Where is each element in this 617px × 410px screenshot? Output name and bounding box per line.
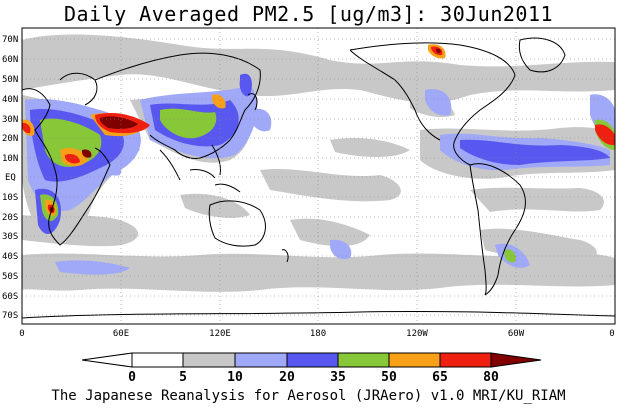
coastlines bbox=[22, 37, 615, 319]
colorbar-label: 20 bbox=[279, 370, 295, 385]
colorbar-swatch bbox=[182, 352, 236, 368]
colorbar-swatch bbox=[234, 352, 288, 368]
map-title: Daily Averaged PM2.5 [ug/m3]: 30Jun2011 bbox=[63, 2, 554, 26]
map-frame bbox=[21, 27, 616, 325]
lat-tick-label: 20N bbox=[2, 134, 18, 144]
lat-tick-label: 70N bbox=[2, 35, 18, 45]
lat-tick-label: 10N bbox=[2, 154, 18, 164]
lon-tick-label: 0 bbox=[609, 329, 614, 339]
lat-tick-label: 40S bbox=[2, 252, 18, 262]
lon-tick-labels: 0 60E 120E 180 120W 60W 0 bbox=[19, 329, 614, 339]
concentration-field bbox=[22, 28, 615, 324]
lon-tick-label: 120W bbox=[406, 329, 428, 339]
lat-tick-label: 30N bbox=[2, 115, 18, 125]
colorbar-swatch bbox=[388, 352, 441, 368]
colorbar-label: 65 bbox=[432, 370, 448, 385]
colorbar-swatch bbox=[131, 352, 184, 368]
footer-credit: The Japanese Reanalysis for Aerosol (JRA… bbox=[51, 388, 566, 404]
lat-tick-label: 70S bbox=[2, 311, 18, 321]
colorbar: 0 5 10 20 35 50 65 80 bbox=[81, 352, 542, 385]
colorbar-label: 80 bbox=[483, 370, 499, 385]
lon-tick-label: 180 bbox=[310, 329, 326, 339]
lon-tick-label: 60W bbox=[508, 329, 525, 339]
lat-tick-label: 40N bbox=[2, 95, 18, 105]
lat-tick-label: 10S bbox=[2, 193, 18, 203]
colorbar-label: 5 bbox=[179, 370, 187, 385]
lat-tick-label: EQ bbox=[5, 173, 16, 183]
lat-tick-label: 20S bbox=[2, 213, 18, 223]
colorbar-label: 35 bbox=[330, 370, 346, 385]
lat-tick-label: 30S bbox=[2, 232, 18, 242]
lat-tick-label: 60N bbox=[2, 55, 18, 65]
lon-tick-label: 0 bbox=[19, 329, 24, 339]
colorbar-swatch bbox=[286, 352, 339, 368]
colorbar-swatch bbox=[337, 352, 390, 368]
lat-tick-label: 60S bbox=[2, 292, 18, 302]
colorbar-swatch bbox=[439, 352, 492, 368]
colorbar-swatch bbox=[490, 352, 542, 368]
graticule bbox=[22, 28, 615, 324]
lat-tick-label: 50N bbox=[2, 75, 18, 85]
lat-tick-labels: 70N 60N 50N 40N 30N 20N 10N EQ 10S 20S 3… bbox=[2, 35, 18, 321]
lon-tick-label: 120E bbox=[209, 329, 231, 339]
lat-tick-label: 50S bbox=[2, 272, 18, 282]
colorbar-label: 50 bbox=[381, 370, 397, 385]
lon-tick-label: 60E bbox=[113, 329, 129, 339]
colorbar-swatch bbox=[81, 352, 133, 368]
colorbar-label: 10 bbox=[227, 370, 243, 385]
colorbar-label: 0 bbox=[128, 370, 136, 385]
